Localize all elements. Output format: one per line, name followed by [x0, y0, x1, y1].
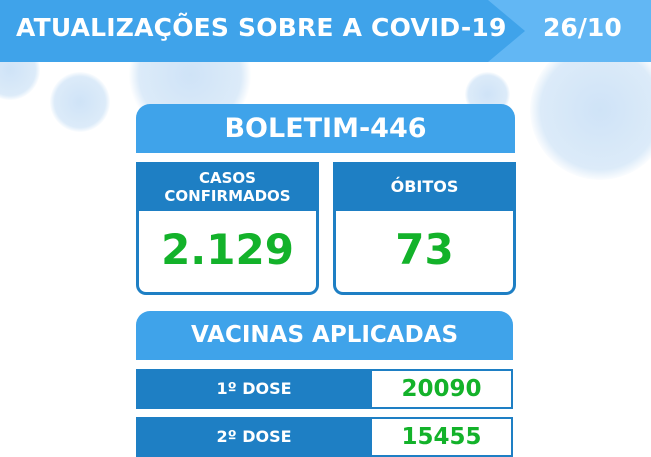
deaths-card: ÓBITOS 73	[333, 162, 516, 295]
header-title: ATUALIZAÇÕES SOBRE A COVID-19	[16, 13, 507, 42]
header-arrow	[0, 0, 525, 62]
dose2-row: 2º DOSE 15455	[136, 417, 513, 457]
deaths-value: 73	[395, 225, 454, 274]
vaccines-title-text: VACINAS APLICADAS	[190, 322, 459, 348]
virus-decoration-icon	[530, 40, 651, 180]
confirmed-cases-value: 2.129	[161, 225, 294, 274]
label-line2: CONFIRMADOS	[164, 186, 291, 205]
dose1-label: 1º DOSE	[216, 379, 292, 398]
header-bar: ATUALIZAÇÕES SOBRE A COVID-19 26/10	[0, 0, 651, 62]
deaths-label: ÓBITOS	[336, 162, 513, 211]
label-line1: CASOS	[199, 168, 256, 187]
bulletin-title: BOLETIM-446	[136, 104, 515, 153]
dose2-label: 2º DOSE	[216, 427, 292, 446]
dose2-value: 15455	[372, 419, 511, 455]
confirmed-cases-label: CASOS CONFIRMADOS	[139, 162, 316, 211]
bulletin-title-text: BOLETIM-446	[224, 113, 427, 144]
vaccines-title: VACINAS APLICADAS	[136, 311, 513, 360]
header-date: 26/10	[543, 13, 622, 42]
dose1-value: 20090	[372, 371, 511, 407]
dose1-row: 1º DOSE 20090	[136, 369, 513, 409]
virus-decoration-icon	[50, 72, 110, 132]
confirmed-cases-card: CASOS CONFIRMADOS 2.129	[136, 162, 319, 295]
